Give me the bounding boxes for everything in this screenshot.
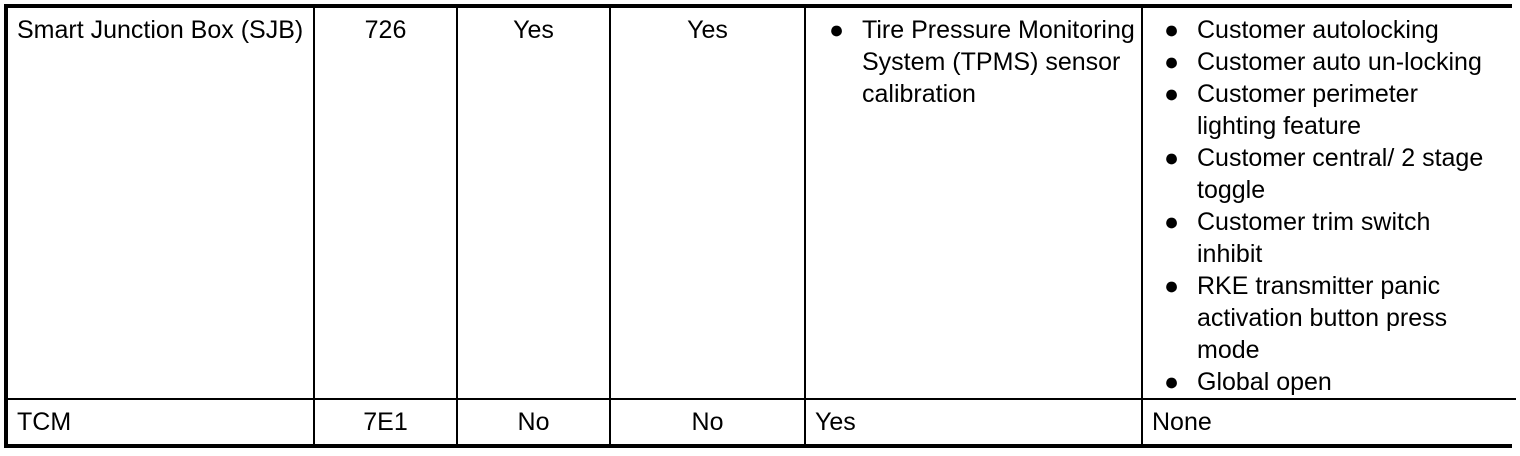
cell-r2-module-name: TCM (8, 398, 315, 444)
cell-r1-address: 726 (313, 8, 458, 400)
cell-r2-calibrations: Yes (804, 398, 1143, 444)
cell-r1-module-name: Smart Junction Box (SJB) (8, 8, 315, 400)
bullet-item: Customer auto un-locking (1164, 46, 1493, 78)
module-configuration-table-border: Smart Junction Box (SJB) 726 Yes Yes Tir… (4, 4, 1516, 448)
table-row-tcm: TCM 7E1 No No Yes None (8, 398, 1516, 444)
bullet-item: Global open (1164, 366, 1493, 397)
table-row-sjb: Smart Junction Box (SJB) 726 Yes Yes Tir… (8, 8, 1516, 400)
cell-r2-flag-1: No (456, 398, 611, 444)
cell-r2-features: None (1141, 398, 1516, 444)
bullet-item: RKE transmitter panic activation button … (1164, 270, 1493, 366)
bullet-item: Customer trim switch inhibit (1164, 206, 1493, 270)
bullet-item: Tire Pressure Monitoring System (TPMS) s… (829, 14, 1139, 110)
cell-r2-address: 7E1 (313, 398, 458, 444)
cell-r1-calibrations: Tire Pressure Monitoring System (TPMS) s… (804, 8, 1143, 400)
bullet-item: Customer perimeter lighting feature (1164, 78, 1493, 142)
bullet-item: Customer autolocking (1164, 14, 1493, 46)
cell-r1-features: Customer autolockingCustomer auto un-loc… (1141, 8, 1516, 400)
bullet-item: Customer central/ 2 stage toggle (1164, 142, 1493, 206)
bullet-list-calibrations: Tire Pressure Monitoring System (TPMS) s… (807, 14, 1139, 110)
module-configuration-table: Smart Junction Box (SJB) 726 Yes Yes Tir… (8, 8, 1516, 444)
cell-r1-flag-2: Yes (609, 8, 806, 400)
cell-r1-flag-1: Yes (456, 8, 611, 400)
cell-r2-flag-2: No (609, 398, 806, 444)
bullet-list-features: Customer autolockingCustomer auto un-loc… (1144, 14, 1493, 397)
